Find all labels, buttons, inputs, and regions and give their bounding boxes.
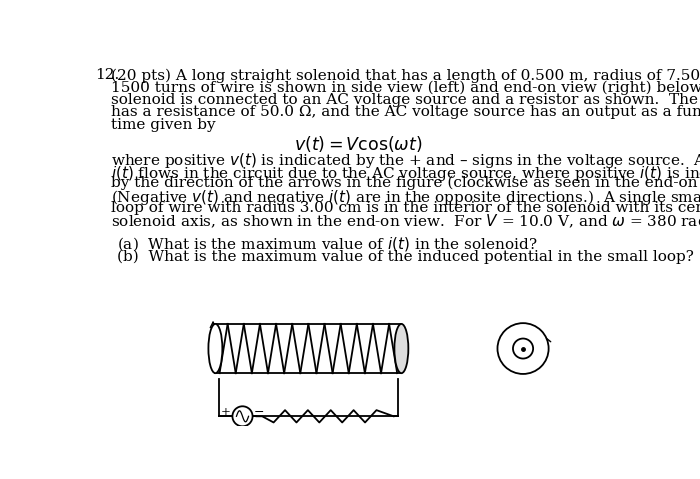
Circle shape bbox=[498, 323, 549, 374]
Text: 12.: 12. bbox=[95, 68, 120, 82]
Text: (a)  What is the maximum value of $i(t)$ in the solenoid?: (a) What is the maximum value of $i(t)$ … bbox=[117, 235, 538, 252]
Text: time given by: time given by bbox=[111, 117, 216, 132]
Text: (Negative $v(t)$ and negative $i(t)$ are in the opposite directions.)  A single : (Negative $v(t)$ and negative $i(t)$ are… bbox=[111, 188, 700, 207]
Text: −: − bbox=[254, 406, 265, 419]
Text: (b)  What is the maximum value of the induced potential in the small loop?: (b) What is the maximum value of the ind… bbox=[117, 250, 694, 264]
Text: $v(t) = V \cos(\omega t)$: $v(t) = V \cos(\omega t)$ bbox=[295, 135, 423, 155]
Text: (20 pts) A long straight solenoid that has a length of 0.500 m, radius of 7.50 c: (20 pts) A long straight solenoid that h… bbox=[111, 68, 700, 83]
Text: +: + bbox=[221, 406, 231, 419]
Text: loop of wire with radius 3.00 cm is in the interior of the solenoid with its cen: loop of wire with radius 3.00 cm is in t… bbox=[111, 201, 700, 215]
Circle shape bbox=[232, 406, 253, 426]
Circle shape bbox=[513, 339, 533, 359]
Text: by the direction of the arrows in the figure (clockwise as seen in the end-on vi: by the direction of the arrows in the fi… bbox=[111, 176, 700, 191]
Text: solenoid axis, as shown in the end-on view.  For $V$ = 10.0 V, and $\omega$ = 38: solenoid axis, as shown in the end-on vi… bbox=[111, 213, 700, 230]
Text: $i(t)$ flows in the circuit due to the AC voltage source, where positive $i(t)$ : $i(t)$ flows in the circuit due to the A… bbox=[111, 164, 700, 183]
Ellipse shape bbox=[394, 324, 408, 373]
Text: 1500 turns of wire is shown in side view (left) and end-on view (right) below.  : 1500 turns of wire is shown in side view… bbox=[111, 80, 700, 95]
Text: solenoid is connected to an AC voltage source and a resistor as shown.  The resi: solenoid is connected to an AC voltage s… bbox=[111, 93, 700, 107]
Text: where positive $v(t)$ is indicated by the + and – signs in the voltage source.  : where positive $v(t)$ is indicated by th… bbox=[111, 151, 700, 171]
Ellipse shape bbox=[209, 324, 223, 373]
Text: has a resistance of 50.0 Ω, and the AC voltage source has an output as a functio: has a resistance of 50.0 Ω, and the AC v… bbox=[111, 105, 700, 119]
